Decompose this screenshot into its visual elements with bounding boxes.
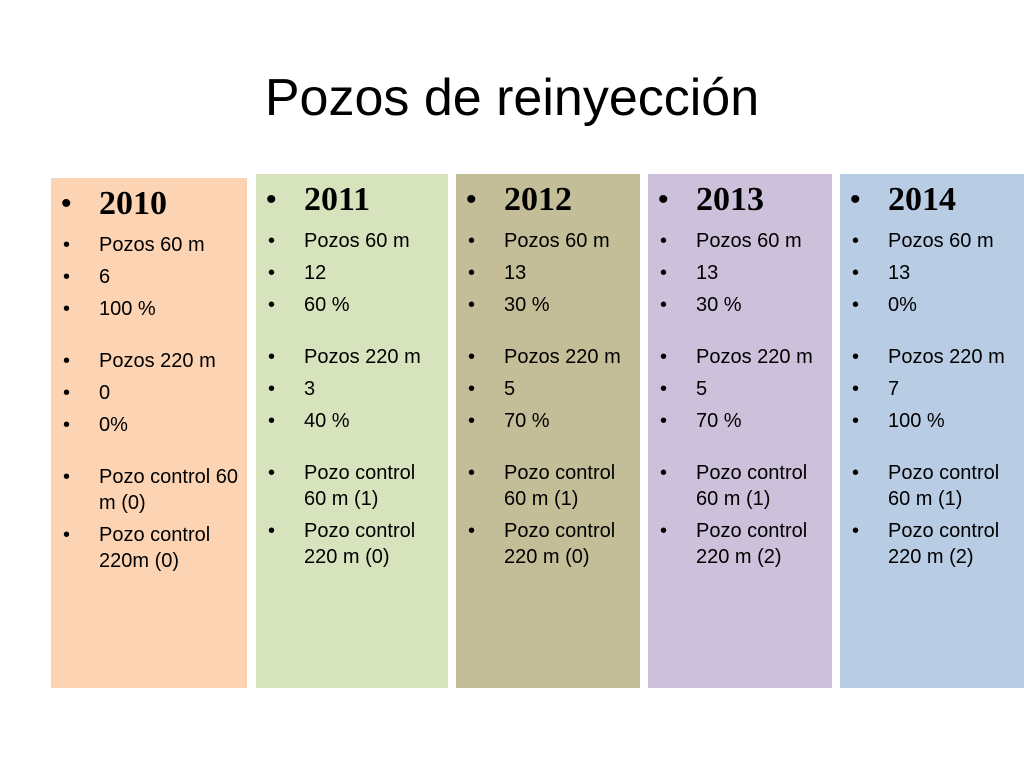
year-heading: • 2014 bbox=[840, 180, 1018, 220]
item-list: Pozos 60 m 13 30 % Pozos 220 m 5 70 % Po… bbox=[456, 228, 634, 570]
list-item: 70 % bbox=[648, 408, 826, 434]
list-item: Pozo control 60 m (1) bbox=[648, 460, 826, 512]
list-item: 0% bbox=[840, 292, 1018, 318]
list-item: 13 bbox=[648, 260, 826, 286]
list-item: Pozos 60 m bbox=[51, 232, 241, 258]
year-label: 2012 bbox=[504, 181, 572, 218]
list-item: 100 % bbox=[51, 296, 241, 322]
column-2012: • 2012 Pozos 60 m 13 30 % Pozos 220 m 5 … bbox=[456, 174, 640, 688]
bullet-icon: • bbox=[658, 183, 669, 216]
bullet-icon: • bbox=[466, 183, 477, 216]
column-2014: • 2014 Pozos 60 m 13 0% Pozos 220 m 7 10… bbox=[840, 174, 1024, 688]
list-item: Pozos 60 m bbox=[840, 228, 1018, 254]
list-item: Pozo control 60 m (1) bbox=[256, 460, 442, 512]
list-item: Pozos 220 m bbox=[840, 344, 1018, 370]
list-item: 6 bbox=[51, 264, 241, 290]
item-list: Pozos 60 m 12 60 % Pozos 220 m 3 40 % Po… bbox=[256, 228, 442, 570]
list-item: 0 bbox=[51, 380, 241, 406]
list-item: Pozos 220 m bbox=[648, 344, 826, 370]
year-label: 2010 bbox=[99, 185, 167, 222]
list-item: Pozos 220 m bbox=[51, 348, 241, 374]
list-item: 40 % bbox=[256, 408, 442, 434]
list-item: Pozo control 60 m (1) bbox=[840, 460, 1018, 512]
column-2011: • 2011 Pozos 60 m 12 60 % Pozos 220 m 3 … bbox=[256, 174, 448, 688]
list-item: Pozo control 220 m (0) bbox=[456, 518, 634, 570]
item-list: Pozos 60 m 6 100 % Pozos 220 m 0 0% Pozo… bbox=[51, 232, 241, 574]
list-item: Pozo control 220m (0) bbox=[51, 522, 241, 574]
list-item: 5 bbox=[456, 376, 634, 402]
list-item: 0% bbox=[51, 412, 241, 438]
list-item: 12 bbox=[256, 260, 442, 286]
item-list: Pozos 60 m 13 30 % Pozos 220 m 5 70 % Po… bbox=[648, 228, 826, 570]
bullet-icon: • bbox=[850, 183, 861, 216]
list-item: 60 % bbox=[256, 292, 442, 318]
list-item: Pozos 220 m bbox=[456, 344, 634, 370]
bullet-icon: • bbox=[61, 187, 72, 220]
list-item: 13 bbox=[840, 260, 1018, 286]
column-2010: • 2010 Pozos 60 m 6 100 % Pozos 220 m 0 … bbox=[51, 178, 247, 688]
year-label: 2013 bbox=[696, 181, 764, 218]
list-item: Pozo control 60 m (0) bbox=[51, 464, 241, 516]
column-2013: • 2013 Pozos 60 m 13 30 % Pozos 220 m 5 … bbox=[648, 174, 832, 688]
list-item: Pozo control 60 m (1) bbox=[456, 460, 634, 512]
list-item: Pozos 60 m bbox=[456, 228, 634, 254]
year-heading: • 2011 bbox=[256, 180, 442, 220]
list-item: Pozos 220 m bbox=[256, 344, 442, 370]
list-item: 30 % bbox=[456, 292, 634, 318]
list-item: 30 % bbox=[648, 292, 826, 318]
year-label: 2014 bbox=[888, 181, 956, 218]
list-item: 70 % bbox=[456, 408, 634, 434]
year-heading: • 2012 bbox=[456, 180, 634, 220]
item-list: Pozos 60 m 13 0% Pozos 220 m 7 100 % Poz… bbox=[840, 228, 1018, 570]
year-heading: • 2010 bbox=[51, 184, 241, 224]
list-item: 7 bbox=[840, 376, 1018, 402]
list-item: Pozos 60 m bbox=[648, 228, 826, 254]
list-item: 13 bbox=[456, 260, 634, 286]
list-item: Pozo control 220 m (0) bbox=[256, 518, 442, 570]
list-item: 5 bbox=[648, 376, 826, 402]
list-item: 3 bbox=[256, 376, 442, 402]
list-item: Pozo control 220 m (2) bbox=[840, 518, 1018, 570]
bullet-icon: • bbox=[266, 183, 277, 216]
list-item: Pozo control 220 m (2) bbox=[648, 518, 826, 570]
year-heading: • 2013 bbox=[648, 180, 826, 220]
year-label: 2011 bbox=[304, 181, 371, 218]
list-item: 100 % bbox=[840, 408, 1018, 434]
slide-title: Pozos de reinyección bbox=[264, 69, 760, 127]
list-item: Pozos 60 m bbox=[256, 228, 442, 254]
